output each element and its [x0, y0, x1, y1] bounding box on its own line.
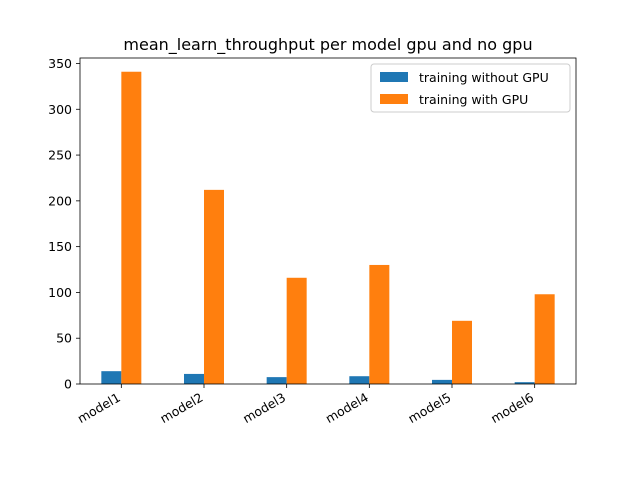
- y-tick-label: 200: [48, 193, 72, 208]
- y-tick-label: 100: [48, 285, 72, 300]
- x-tick-label-model5: model5: [405, 390, 453, 426]
- bar-without-gpu-model3: [266, 377, 287, 384]
- x-tick-label-model4: model4: [323, 390, 371, 426]
- x-tick-label-model6: model6: [488, 390, 536, 426]
- y-tick-label: 50: [56, 331, 72, 346]
- bar-with-gpu-model5: [452, 320, 472, 384]
- x-tick-label-model2: model2: [157, 390, 205, 426]
- y-tick-label: 300: [48, 102, 72, 117]
- bar-with-gpu-model3: [286, 277, 307, 384]
- bar-without-gpu-model4: [349, 376, 370, 384]
- x-tick-label-model1: model1: [75, 390, 123, 426]
- bar-with-gpu-model4: [369, 264, 390, 384]
- chart-title: mean_learn_throughput per model gpu and …: [123, 35, 532, 55]
- bar-without-gpu-model6: [514, 382, 535, 384]
- bar-with-gpu-model2: [204, 189, 224, 384]
- y-tick-label: 250: [48, 148, 72, 163]
- legend-swatch-0: [380, 72, 408, 82]
- bar-without-gpu-model1: [101, 371, 122, 384]
- axes-frame: [79, 57, 577, 385]
- y-tick-label: 150: [48, 239, 72, 254]
- y-tick-label: 350: [48, 56, 72, 71]
- bar-with-gpu-model1: [121, 71, 142, 384]
- legend-label-0: training without GPU: [419, 70, 549, 85]
- bar-without-gpu-model5: [432, 379, 452, 384]
- x-tick-label-model3: model3: [240, 390, 288, 426]
- bar-with-gpu-model6: [534, 294, 555, 384]
- legend: training without GPU training with GPU: [370, 63, 571, 113]
- legend-label-1: training with GPU: [419, 92, 528, 107]
- bar-without-gpu-model2: [184, 373, 204, 384]
- y-tick-label: 0: [64, 377, 72, 392]
- legend-box: [370, 63, 571, 113]
- legend-swatch-1: [380, 94, 408, 104]
